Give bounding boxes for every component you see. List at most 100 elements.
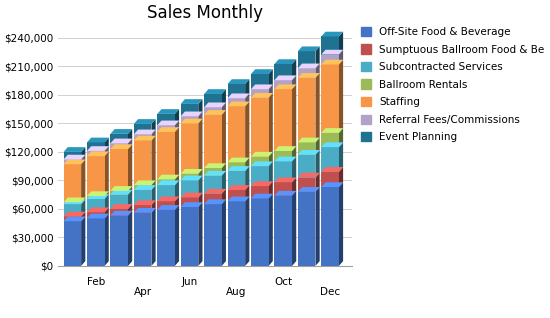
Polygon shape [339, 32, 343, 54]
Polygon shape [339, 167, 343, 187]
Polygon shape [251, 186, 268, 198]
Polygon shape [274, 177, 296, 182]
Polygon shape [175, 175, 179, 185]
Polygon shape [222, 171, 226, 194]
Polygon shape [181, 119, 202, 123]
Polygon shape [222, 89, 226, 107]
Polygon shape [228, 162, 245, 171]
Polygon shape [298, 142, 316, 155]
Polygon shape [111, 209, 128, 216]
Polygon shape [298, 177, 316, 192]
Polygon shape [204, 168, 222, 176]
Polygon shape [151, 180, 156, 190]
Polygon shape [64, 152, 81, 160]
Polygon shape [111, 143, 128, 149]
Polygon shape [251, 93, 273, 98]
Polygon shape [81, 199, 85, 217]
Polygon shape [157, 175, 179, 179]
Polygon shape [104, 194, 109, 212]
Polygon shape [222, 189, 226, 204]
Polygon shape [228, 201, 245, 266]
Polygon shape [111, 149, 128, 191]
Polygon shape [316, 46, 320, 68]
Polygon shape [151, 185, 156, 205]
Polygon shape [111, 190, 132, 195]
Title: Sales Monthly: Sales Monthly [147, 4, 263, 22]
Legend: Off-Site Food & Beverage, Sumptuous Ballroom Food & Be, Subcontracted Services, : Off-Site Food & Beverage, Sumptuous Ball… [360, 27, 544, 142]
Polygon shape [81, 160, 85, 202]
Polygon shape [111, 129, 132, 134]
Polygon shape [251, 162, 273, 166]
Polygon shape [128, 144, 132, 191]
Polygon shape [128, 139, 132, 149]
Polygon shape [64, 197, 85, 202]
Polygon shape [87, 138, 109, 142]
Polygon shape [64, 155, 85, 160]
Polygon shape [157, 180, 179, 185]
Polygon shape [339, 50, 343, 65]
Polygon shape [228, 185, 249, 190]
Polygon shape [181, 99, 202, 104]
Polygon shape [181, 116, 199, 123]
Polygon shape [204, 107, 222, 115]
Polygon shape [298, 192, 316, 266]
Polygon shape [81, 212, 85, 221]
Polygon shape [87, 142, 104, 151]
Polygon shape [175, 197, 179, 210]
Polygon shape [128, 129, 132, 143]
Polygon shape [245, 93, 249, 106]
Polygon shape [228, 190, 245, 201]
Polygon shape [81, 217, 85, 266]
Polygon shape [134, 200, 156, 205]
Polygon shape [251, 194, 273, 198]
Polygon shape [181, 202, 202, 207]
Polygon shape [321, 65, 339, 133]
Polygon shape [292, 146, 296, 162]
Polygon shape [228, 93, 249, 98]
Polygon shape [134, 124, 151, 134]
Polygon shape [204, 110, 226, 115]
Polygon shape [181, 169, 202, 174]
Polygon shape [222, 163, 226, 176]
Polygon shape [316, 73, 320, 142]
Polygon shape [298, 173, 320, 177]
Polygon shape [316, 138, 320, 155]
Polygon shape [104, 146, 109, 156]
Polygon shape [222, 199, 226, 266]
Polygon shape [81, 155, 85, 164]
Text: Jun: Jun [182, 277, 197, 287]
Polygon shape [134, 119, 156, 124]
Polygon shape [151, 119, 156, 134]
Polygon shape [274, 146, 296, 151]
Polygon shape [292, 85, 296, 151]
Polygon shape [251, 166, 268, 186]
Polygon shape [134, 185, 151, 190]
Polygon shape [298, 64, 320, 68]
Polygon shape [157, 197, 179, 201]
Polygon shape [199, 99, 202, 116]
Polygon shape [245, 185, 249, 201]
Polygon shape [339, 182, 343, 266]
Polygon shape [251, 198, 268, 266]
Polygon shape [104, 151, 109, 196]
Polygon shape [157, 210, 175, 266]
Polygon shape [157, 114, 175, 125]
Polygon shape [87, 151, 104, 156]
Polygon shape [134, 134, 151, 141]
Polygon shape [157, 127, 179, 132]
Polygon shape [134, 136, 156, 141]
Polygon shape [181, 104, 199, 116]
Polygon shape [228, 171, 245, 190]
Polygon shape [175, 127, 179, 179]
Polygon shape [199, 176, 202, 197]
Polygon shape [181, 123, 199, 174]
Polygon shape [199, 112, 202, 123]
Polygon shape [274, 85, 296, 89]
Polygon shape [298, 150, 320, 155]
Polygon shape [204, 204, 222, 266]
Polygon shape [321, 182, 343, 187]
Polygon shape [64, 164, 81, 202]
Text: Apr: Apr [134, 287, 152, 297]
Polygon shape [81, 147, 85, 160]
Text: Dec: Dec [320, 287, 340, 297]
